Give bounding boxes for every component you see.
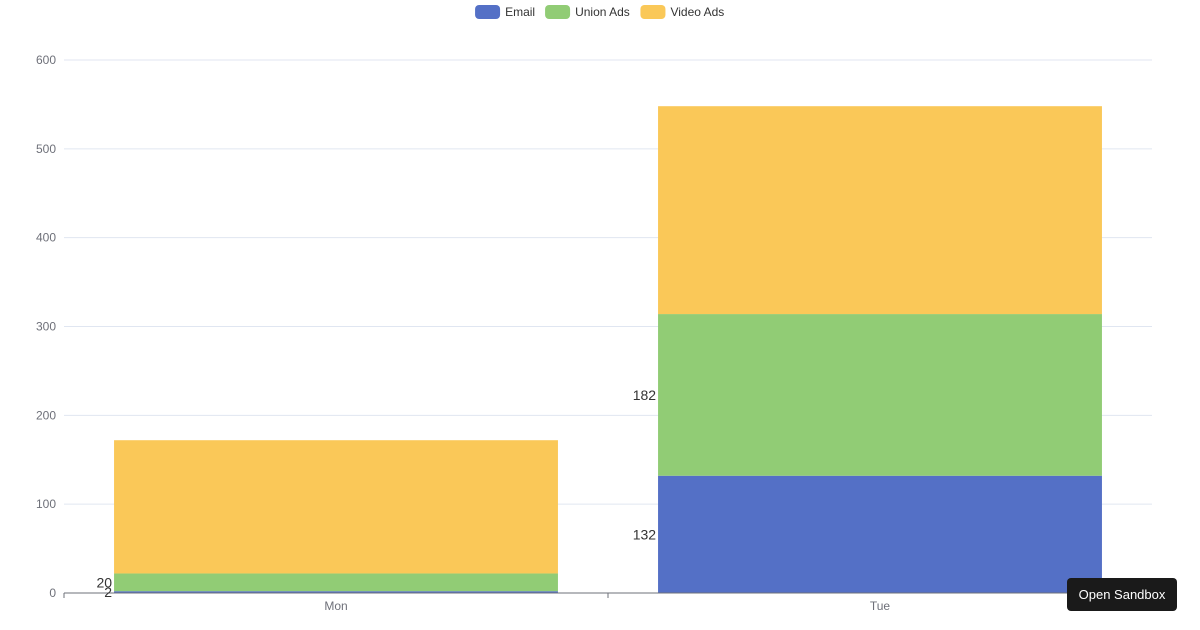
x-tick-label: Mon <box>324 599 347 613</box>
y-tick-label: 400 <box>36 231 56 245</box>
legend-label: Video Ads <box>670 5 724 19</box>
data-label: 132 <box>633 526 657 542</box>
bar-segment <box>114 573 558 592</box>
legend-item[interactable]: Email <box>475 5 535 19</box>
y-tick-label: 300 <box>36 320 56 334</box>
y-tick-label: 500 <box>36 142 56 156</box>
axes: 0 100 200 300 400 500 600 Mon Tue <box>36 53 1153 613</box>
bar-segment <box>658 314 1102 476</box>
y-tick-label: 100 <box>36 497 56 511</box>
data-label: 182 <box>633 387 657 403</box>
legend[interactable]: Email Union Ads Video Ads <box>475 5 724 19</box>
legend-item[interactable]: Video Ads <box>640 5 724 19</box>
legend-swatch <box>640 5 666 19</box>
legend-label: Union Ads <box>575 5 630 19</box>
data-label: 2 <box>104 584 112 600</box>
data-labels: 220 132 182 <box>96 387 656 600</box>
bar-segment <box>658 106 1102 315</box>
y-tick-label: 200 <box>36 408 56 422</box>
legend-item[interactable]: Union Ads <box>545 5 630 19</box>
legend-label: Email <box>505 5 535 19</box>
y-tick-label: 600 <box>36 53 56 67</box>
x-tick-label: Tue <box>870 599 891 613</box>
bar-segment <box>658 475 1102 593</box>
bars <box>114 106 1102 593</box>
bar-segment <box>114 440 558 574</box>
data-label: 20 <box>96 574 112 590</box>
open-sandbox-button[interactable]: Open Sandbox <box>1067 578 1177 611</box>
legend-swatch <box>475 5 501 19</box>
bar-segment <box>114 591 558 593</box>
y-tick-label: 0 <box>49 586 56 600</box>
legend-swatch <box>545 5 571 19</box>
